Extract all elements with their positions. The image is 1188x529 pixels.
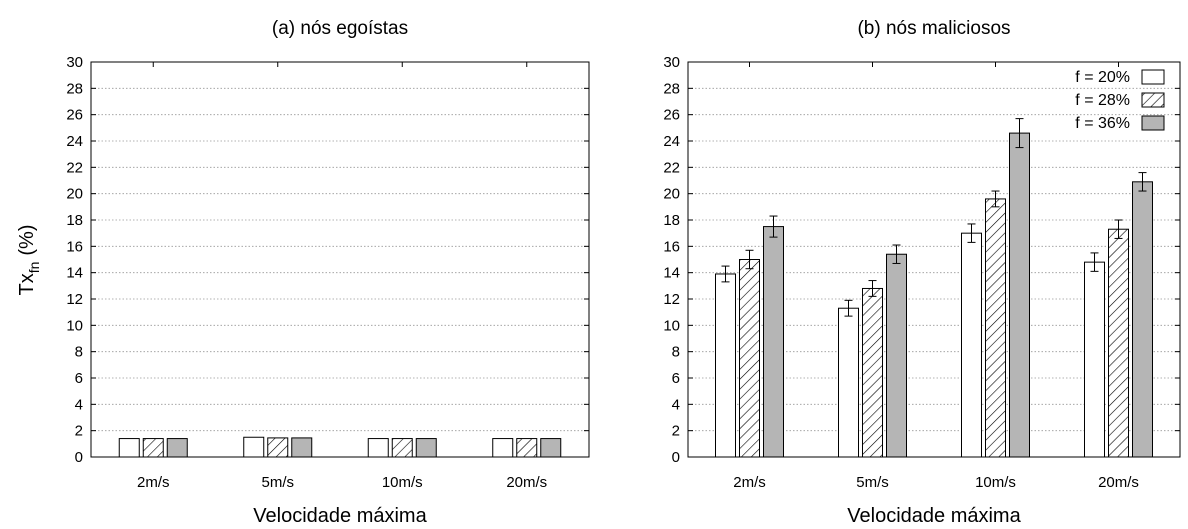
a-ytick-label: 24	[66, 133, 83, 150]
b-ytick-label: 22	[663, 159, 680, 176]
b-bar	[1009, 132, 1030, 458]
a-xtick-label: 5m/s	[261, 474, 294, 491]
b-x-axis-label: Velocidade máxima	[847, 505, 1021, 527]
a-bar	[243, 436, 265, 458]
a-ytick-label: 20	[66, 186, 83, 203]
a-ytick-label: 16	[66, 238, 83, 255]
b-ytick-label: 0	[672, 449, 680, 466]
b-ytick-label: 6	[672, 370, 680, 387]
b-chart-title: (b) nós maliciosos	[857, 18, 1010, 39]
b-bar	[985, 198, 1006, 458]
y-axis-label-base: Tx	[16, 273, 38, 295]
a-ytick-label: 4	[75, 396, 83, 413]
a-bar	[142, 438, 164, 458]
a-plot-frame	[90, 61, 590, 458]
b-bar	[838, 307, 859, 458]
y-axis-label-subscript: fn	[26, 262, 42, 274]
b-bar	[763, 226, 784, 458]
a-ytick-label: 12	[66, 291, 83, 308]
b-legend-label: f = 28%	[1075, 92, 1130, 109]
a-bar	[118, 438, 140, 458]
a-bar	[391, 438, 413, 458]
b-ytick-label: 2	[672, 423, 680, 440]
a-ytick-label: 8	[75, 344, 83, 361]
a-bar	[516, 438, 538, 458]
b-bar	[1132, 181, 1153, 458]
b-bar	[886, 253, 907, 458]
b-ytick-label: 8	[672, 344, 680, 361]
b-bar	[862, 287, 883, 458]
b-legend-swatch	[1141, 115, 1165, 131]
a-bar	[492, 438, 514, 458]
b-xtick-label: 20m/s	[1098, 474, 1139, 491]
a-ytick-label: 18	[66, 212, 83, 229]
b-ytick-label: 14	[663, 265, 680, 282]
a-ytick-label: 14	[66, 265, 83, 282]
y-axis-label: Txfn (%)	[16, 224, 42, 295]
a-ytick-label: 0	[75, 449, 83, 466]
a-xtick-label: 10m/s	[382, 474, 423, 491]
b-bar	[1084, 261, 1105, 458]
b-legend-swatch	[1141, 69, 1165, 85]
a-bar	[166, 438, 188, 458]
b-xtick-label: 2m/s	[733, 474, 766, 491]
a-bar	[367, 438, 389, 458]
a-xtick-label: 2m/s	[137, 474, 170, 491]
b-ytick-label: 24	[663, 133, 680, 150]
b-ytick-label: 12	[663, 291, 680, 308]
b-ytick-label: 10	[663, 317, 680, 334]
b-ytick-label: 18	[663, 212, 680, 229]
b-legend-label: f = 36%	[1075, 115, 1130, 132]
a-chart-title: (a) nós egoístas	[272, 18, 408, 39]
b-ytick-label: 30	[663, 54, 680, 71]
a-bar	[540, 438, 562, 458]
a-ytick-label: 30	[66, 54, 83, 71]
b-ytick-label: 20	[663, 186, 680, 203]
b-bar	[1108, 228, 1129, 458]
b-bar	[961, 232, 982, 458]
a-xtick-label: 20m/s	[506, 474, 547, 491]
b-ytick-label: 26	[663, 107, 680, 124]
a-ytick-label: 22	[66, 159, 83, 176]
b-ytick-label: 4	[672, 396, 680, 413]
b-xtick-label: 5m/s	[856, 474, 889, 491]
a-x-axis-label: Velocidade máxima	[253, 505, 427, 527]
b-plot-frame	[687, 61, 1181, 458]
b-bar	[739, 259, 760, 458]
b-ytick-label: 28	[663, 80, 680, 97]
a-bar	[415, 438, 437, 458]
a-ytick-label: 26	[66, 107, 83, 124]
b-legend-swatch	[1141, 92, 1165, 108]
a-bar	[291, 437, 313, 458]
a-ytick-label: 2	[75, 423, 83, 440]
b-legend-label: f = 20%	[1075, 69, 1130, 86]
a-bar	[267, 437, 289, 458]
b-xtick-label: 10m/s	[975, 474, 1016, 491]
a-ytick-label: 6	[75, 370, 83, 387]
b-bar	[715, 273, 736, 458]
y-axis-label-unit: (%)	[16, 224, 38, 255]
a-ytick-label: 28	[66, 80, 83, 97]
b-ytick-label: 16	[663, 238, 680, 255]
a-ytick-label: 10	[66, 317, 83, 334]
